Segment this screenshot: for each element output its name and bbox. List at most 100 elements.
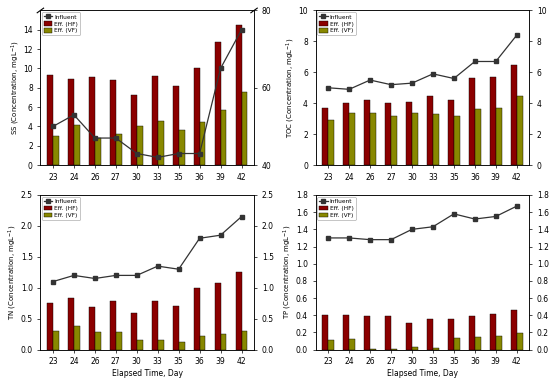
- Bar: [116, 134, 122, 165]
- Influent: [175, 267, 182, 271]
- Bar: [391, 349, 397, 350]
- Line: Influent: Influent: [51, 214, 244, 284]
- Influent: [196, 236, 203, 241]
- Influent: [471, 59, 478, 64]
- Bar: [490, 315, 496, 350]
- Bar: [68, 79, 74, 165]
- Influent: [325, 236, 331, 240]
- Bar: [412, 112, 418, 165]
- X-axis label: Elapsed Time, Day: Elapsed Time, Day: [387, 369, 458, 378]
- Y-axis label: TP (Concentration, mgL$^{-1}$): TP (Concentration, mgL$^{-1}$): [282, 225, 295, 320]
- Influent: [92, 136, 98, 141]
- Bar: [349, 112, 355, 165]
- Bar: [152, 76, 158, 165]
- Bar: [370, 112, 376, 165]
- Influent: [450, 212, 457, 216]
- Bar: [241, 92, 247, 165]
- Bar: [193, 288, 200, 350]
- Legend: Influent, Eff. (HF), Eff. (VF): Influent, Eff. (HF), Eff. (VF): [317, 197, 355, 220]
- Bar: [221, 110, 226, 165]
- Bar: [517, 333, 523, 350]
- Influent: [346, 87, 353, 92]
- Influent: [325, 85, 331, 90]
- Influent: [49, 124, 56, 129]
- Bar: [469, 316, 475, 350]
- Line: Influent: Influent: [326, 204, 519, 242]
- Bar: [173, 306, 178, 350]
- Bar: [95, 332, 101, 350]
- Bar: [328, 120, 334, 165]
- Influent: [493, 214, 499, 219]
- Bar: [406, 102, 412, 165]
- Bar: [53, 331, 59, 350]
- X-axis label: Elapsed Time, Day: Elapsed Time, Day: [112, 369, 183, 378]
- Bar: [517, 95, 523, 165]
- Y-axis label: TN (Concentration, mgL$^{-1}$): TN (Concentration, mgL$^{-1}$): [7, 224, 19, 320]
- Bar: [475, 337, 481, 350]
- Bar: [412, 347, 418, 350]
- Bar: [95, 138, 101, 165]
- Bar: [116, 332, 122, 350]
- Influent: [513, 33, 520, 37]
- Bar: [364, 100, 370, 165]
- Influent: [238, 27, 245, 32]
- Influent: [155, 155, 161, 160]
- Bar: [74, 325, 80, 350]
- Bar: [89, 307, 95, 350]
- Bar: [137, 126, 143, 165]
- Bar: [496, 108, 502, 165]
- Bar: [173, 86, 178, 165]
- Bar: [236, 25, 241, 165]
- Bar: [328, 340, 334, 350]
- Bar: [236, 272, 241, 350]
- Bar: [490, 77, 496, 165]
- Influent: [155, 264, 161, 268]
- Influent: [112, 273, 119, 278]
- Bar: [349, 339, 355, 350]
- Bar: [427, 95, 433, 165]
- Bar: [454, 116, 460, 165]
- Influent: [513, 204, 520, 208]
- Influent: [112, 136, 119, 141]
- Bar: [53, 136, 59, 165]
- Bar: [178, 341, 185, 350]
- Y-axis label: SS (Concentration, mgL$^{-1}$): SS (Concentration, mgL$^{-1}$): [9, 40, 22, 135]
- Bar: [74, 126, 80, 165]
- Influent: [238, 214, 245, 219]
- Influent: [409, 227, 415, 232]
- Bar: [152, 301, 158, 350]
- Influent: [430, 224, 436, 229]
- Legend: Influent, Eff. (HF), Eff. (VF): Influent, Eff. (HF), Eff. (VF): [317, 12, 355, 35]
- Bar: [322, 315, 328, 350]
- Bar: [454, 338, 460, 350]
- Influent: [133, 273, 140, 278]
- Influent: [49, 279, 56, 284]
- Bar: [158, 121, 163, 165]
- Influent: [450, 76, 457, 81]
- Bar: [47, 303, 53, 350]
- Bar: [200, 122, 206, 165]
- Influent: [133, 151, 140, 156]
- Bar: [110, 301, 116, 350]
- Bar: [178, 130, 185, 165]
- Bar: [469, 79, 475, 165]
- Bar: [475, 109, 481, 165]
- Bar: [511, 65, 517, 165]
- Influent: [175, 151, 182, 156]
- Legend: Influent, Eff. (HF), Eff. (VF): Influent, Eff. (HF), Eff. (VF): [42, 197, 80, 220]
- Y-axis label: TOC (Concentration, mgL$^{-1}$): TOC (Concentration, mgL$^{-1}$): [285, 37, 297, 138]
- Bar: [47, 75, 53, 165]
- Bar: [241, 331, 247, 350]
- Bar: [68, 298, 74, 350]
- Influent: [92, 276, 98, 281]
- Influent: [217, 66, 224, 71]
- Bar: [427, 319, 433, 350]
- Bar: [385, 103, 391, 165]
- Bar: [322, 108, 328, 165]
- Bar: [364, 316, 370, 350]
- Influent: [367, 237, 374, 242]
- Bar: [511, 310, 517, 350]
- Influent: [409, 81, 415, 85]
- Influent: [388, 82, 394, 87]
- Bar: [496, 336, 502, 350]
